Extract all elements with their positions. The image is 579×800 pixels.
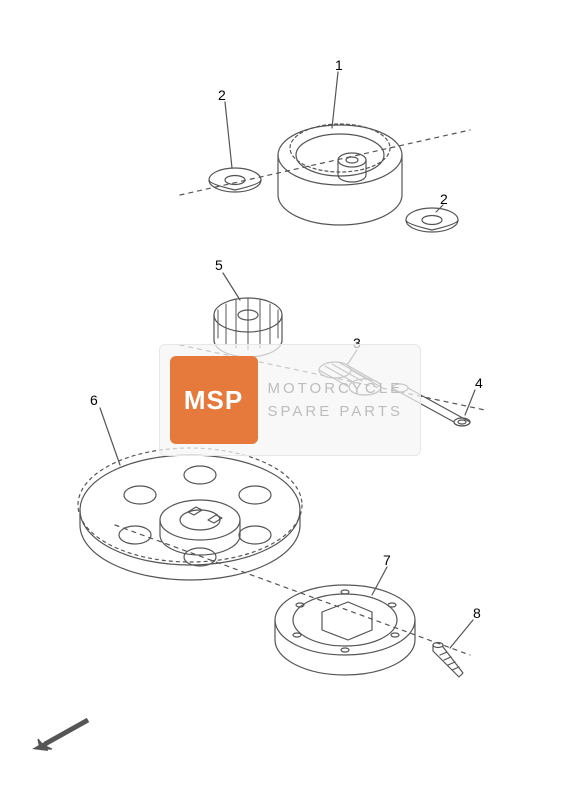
callout-1: 1 xyxy=(335,58,343,72)
watermark-text: MOTORCYCLE SPARE PARTS xyxy=(268,377,404,423)
watermark-panel: MSP MOTORCYCLE SPARE PARTS xyxy=(159,344,421,456)
callout-4: 4 xyxy=(475,376,483,390)
part-washer-left xyxy=(209,168,261,192)
callout-6: 6 xyxy=(90,393,98,407)
part-screw xyxy=(433,643,463,678)
callout-2-left: 2 xyxy=(218,88,226,102)
callout-5: 5 xyxy=(215,258,223,272)
part-starter-wheel xyxy=(78,448,302,580)
view-arrow-icon xyxy=(28,715,98,755)
callout-2-right: 2 xyxy=(440,192,448,206)
part-washer-right xyxy=(406,208,458,232)
callout-7: 7 xyxy=(383,553,391,567)
part-clutch-drum xyxy=(278,124,402,225)
diagram-canvas: 1 2 2 3 4 5 6 7 8 MSP MOTORCYCLE SPARE P… xyxy=(0,0,579,800)
watermark-badge: MSP xyxy=(170,356,258,444)
callout-8: 8 xyxy=(473,606,481,620)
part-clutch-plate xyxy=(275,585,415,675)
watermark-line1: MOTORCYCLE xyxy=(268,380,404,397)
watermark-line2: SPARE PARTS xyxy=(268,403,404,420)
